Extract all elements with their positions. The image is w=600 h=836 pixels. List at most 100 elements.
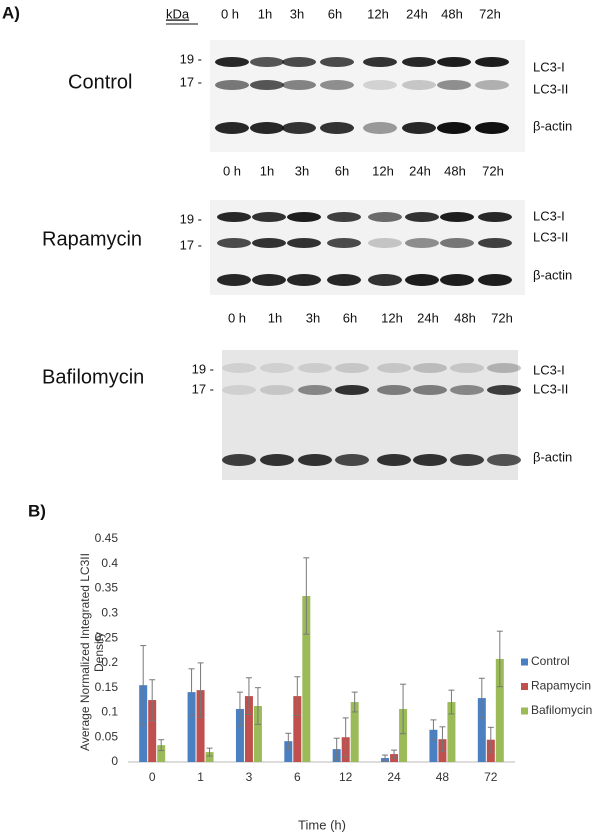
bar [148,700,157,762]
kda-marker: 19 - [180,211,202,226]
error-bar [188,668,195,716]
blot-band [368,212,402,222]
lane-label: 1h [260,163,274,178]
y-tick-label: 0.45 [95,531,119,545]
x-tick-label: 1 [197,770,204,784]
lane-label: 12h [372,163,394,178]
x-tick-label: 3 [246,770,253,784]
blot-band [217,212,251,222]
y-tick-label: 0.05 [95,729,119,743]
blot-band [487,385,521,395]
blot-band [368,274,402,286]
legend-label: Control [531,654,570,668]
y-tick-label: 0.25 [95,630,119,644]
error-bar [245,677,252,715]
error-bar [487,726,494,753]
lane-label: 0 h [223,163,241,178]
blot-band [260,385,294,395]
error-bar [197,662,204,718]
blot-band [217,274,251,286]
error-bar [342,717,349,758]
band-label: β-actin [533,267,572,282]
blot-band [487,454,521,466]
blot-band [282,57,316,67]
bar [196,690,205,762]
blot-band [335,454,369,466]
band-label: LC3-II [533,81,568,96]
legend-swatch [521,707,528,715]
y-tick-label: 0.4 [101,556,118,570]
blot-band [252,238,286,248]
error-bar [333,737,340,761]
blot-band [287,238,321,248]
lane-label: 72h [479,6,501,21]
treatment-label: Control [68,71,132,93]
kda-marker: 19 - [192,361,214,376]
blot-band [413,385,447,395]
blot-band [487,363,521,373]
blot-band [222,385,256,395]
error-bar [496,630,503,688]
y-tick-label: 0.1 [101,705,118,719]
bar [350,702,359,762]
legend-swatch [521,658,528,666]
lane-label: 0 h [221,6,239,21]
blot-band [363,80,397,90]
bar [244,696,253,762]
y-tick-label: 0 [111,754,118,768]
blot-band [478,274,512,286]
band-label: LC3-I [533,362,565,377]
blot-band [298,363,332,373]
blot-band [252,212,286,222]
blot-band [363,122,397,134]
bar [399,708,408,762]
lane-label: 6h [335,163,349,178]
x-tick-label: 24 [387,770,401,784]
blot-band [252,274,286,286]
blot-band [402,122,436,134]
bar [429,729,438,762]
blot-band [298,385,332,395]
error-bar [236,691,243,727]
x-tick-label: 72 [484,770,498,784]
bar [293,696,302,762]
blot-band [475,122,509,134]
bar [253,706,262,762]
blot-band [320,57,354,67]
blot-band [377,385,411,395]
band-label: LC3-II [533,229,568,244]
lane-label: 72h [491,310,513,325]
bar [157,745,166,762]
lane-label: 24h [417,310,439,325]
band-label: LC3-II [533,381,568,396]
blot-band [327,212,361,222]
error-bar [294,676,301,716]
blot-band [320,122,354,134]
bar [302,595,311,762]
blot-band [222,454,256,466]
error-bar [206,747,213,757]
kda-marker: 17 - [180,74,202,89]
blot-band [287,212,321,222]
x-tick-label: 6 [294,770,301,784]
y-tick-label: 0.35 [95,581,119,595]
blot-band [215,122,249,134]
lane-label: 3h [290,6,304,21]
blot-band [450,363,484,373]
blot-band [377,363,411,373]
blot-membrane [210,40,525,152]
lane-label: 24h [406,6,428,21]
lane-label: 72h [482,163,504,178]
kda-marker: 19 - [180,51,202,66]
blot-band [368,238,402,248]
blot-band [250,122,284,134]
blot-band [437,122,471,134]
lane-label: 48h [444,163,466,178]
x-tick-label: 0 [149,770,156,784]
x-axis-label: Time (h) [298,817,346,832]
blot-band [405,212,439,222]
blot-band [437,57,471,67]
blot-band [478,212,512,222]
blot-band [217,238,251,248]
